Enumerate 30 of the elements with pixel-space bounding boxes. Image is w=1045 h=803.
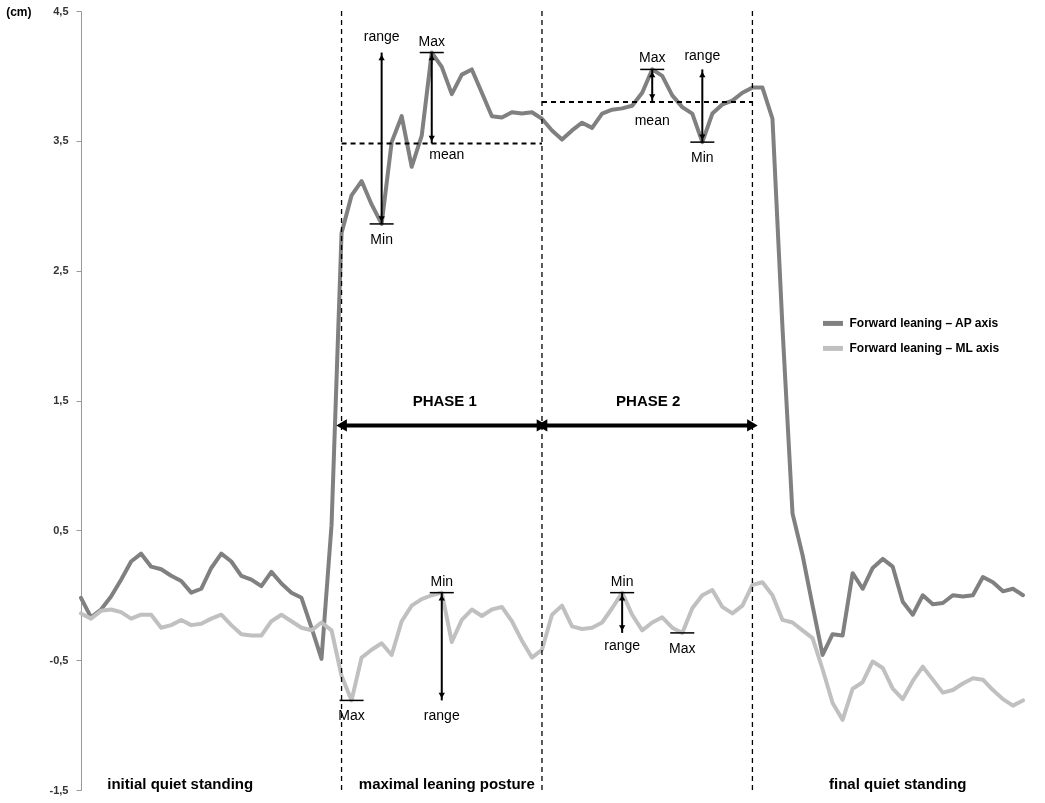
- annotation: Max: [669, 639, 696, 656]
- annotation: Min: [370, 230, 393, 247]
- annotation: Max: [338, 707, 365, 724]
- legend-label: Forward leaning – ML axis: [849, 341, 1000, 356]
- y-tick-label: 3,5: [53, 134, 69, 147]
- y-tick-label: -1,5: [49, 783, 69, 796]
- y-tick-label: 4,5: [53, 4, 69, 17]
- annotation: range: [423, 706, 460, 723]
- annotation: Max: [418, 32, 445, 49]
- annotation: range: [604, 636, 641, 653]
- y-tick-label: 1,5: [53, 394, 69, 406]
- annotation: maximal leaning posture: [358, 774, 535, 792]
- annotation: mean: [634, 112, 670, 129]
- y-tick-label: 2,5: [53, 264, 69, 277]
- annotation: Max: [638, 49, 666, 66]
- annotation: PHASE 2: [616, 391, 681, 409]
- y-tick-label: 0,5: [53, 523, 69, 536]
- annotation: Min: [610, 572, 634, 589]
- legend-label: Forward leaning – AP axis: [849, 316, 999, 331]
- line-series: [79, 50, 1025, 661]
- annotation: range: [684, 47, 721, 64]
- y-tick-label: -0,5: [49, 653, 69, 666]
- annotation: Min: [691, 149, 714, 166]
- annotation: PHASE 1: [412, 391, 477, 409]
- annotation: final quiet standing: [828, 774, 967, 792]
- y-axis-title: (cm): [6, 4, 32, 19]
- annotation: range: [363, 27, 400, 44]
- annotation: initial quiet standing: [107, 774, 254, 792]
- annotation: mean: [429, 146, 465, 163]
- annotation: Min: [430, 572, 454, 589]
